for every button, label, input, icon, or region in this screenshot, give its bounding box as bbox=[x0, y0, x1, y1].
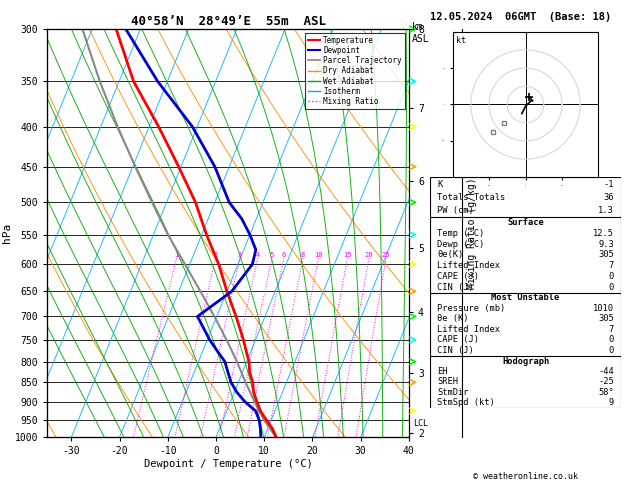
Text: Dewp (°C): Dewp (°C) bbox=[437, 240, 484, 249]
Text: km: km bbox=[412, 22, 424, 32]
Text: 9: 9 bbox=[608, 399, 614, 407]
Text: 305: 305 bbox=[598, 314, 614, 323]
Text: -25: -25 bbox=[598, 378, 614, 386]
Text: StmSpd (kt): StmSpd (kt) bbox=[437, 399, 495, 407]
Text: 10: 10 bbox=[314, 253, 323, 259]
Text: 0: 0 bbox=[608, 335, 614, 345]
Legend: Temperature, Dewpoint, Parcel Trajectory, Dry Adiabat, Wet Adiabat, Isotherm, Mi: Temperature, Dewpoint, Parcel Trajectory… bbox=[305, 33, 405, 109]
Text: 36: 36 bbox=[603, 193, 614, 202]
Text: CIN (J): CIN (J) bbox=[437, 346, 474, 355]
Text: 8: 8 bbox=[301, 253, 305, 259]
Text: 1.3: 1.3 bbox=[598, 206, 614, 215]
Text: kt: kt bbox=[456, 35, 466, 45]
Text: Lifted Index: Lifted Index bbox=[437, 325, 500, 334]
Text: 9.3: 9.3 bbox=[598, 240, 614, 249]
Text: -1: -1 bbox=[603, 179, 614, 189]
Text: -44: -44 bbox=[598, 367, 614, 376]
Text: © weatheronline.co.uk: © weatheronline.co.uk bbox=[473, 472, 577, 481]
Text: 7: 7 bbox=[608, 325, 614, 334]
Text: 58°: 58° bbox=[598, 388, 614, 397]
Text: θe(K): θe(K) bbox=[437, 250, 464, 260]
Text: 4: 4 bbox=[255, 253, 260, 259]
Text: CIN (J): CIN (J) bbox=[437, 283, 474, 292]
Y-axis label: Mixing Ratio (g/kg): Mixing Ratio (g/kg) bbox=[467, 177, 477, 289]
Text: 12.5: 12.5 bbox=[593, 229, 614, 238]
Text: LCL: LCL bbox=[413, 419, 428, 428]
Text: 12.05.2024  06GMT  (Base: 18): 12.05.2024 06GMT (Base: 18) bbox=[430, 12, 611, 22]
Text: 1010: 1010 bbox=[593, 304, 614, 313]
Text: Most Unstable: Most Unstable bbox=[491, 294, 560, 302]
Text: Lifted Index: Lifted Index bbox=[437, 261, 500, 270]
Text: CAPE (J): CAPE (J) bbox=[437, 335, 479, 345]
Text: Pressure (mb): Pressure (mb) bbox=[437, 304, 506, 313]
Text: PW (cm): PW (cm) bbox=[437, 206, 474, 215]
Text: 7: 7 bbox=[608, 261, 614, 270]
Text: 15: 15 bbox=[343, 253, 352, 259]
Text: θe (K): θe (K) bbox=[437, 314, 469, 323]
Text: Hodograph: Hodograph bbox=[502, 357, 549, 365]
Text: 20: 20 bbox=[365, 253, 373, 259]
Text: 2: 2 bbox=[213, 253, 218, 259]
Text: 25: 25 bbox=[382, 253, 391, 259]
Text: EH: EH bbox=[437, 367, 448, 376]
Text: 0: 0 bbox=[608, 346, 614, 355]
Text: 1: 1 bbox=[174, 253, 179, 259]
Text: Totals Totals: Totals Totals bbox=[437, 193, 506, 202]
Text: 5: 5 bbox=[270, 253, 274, 259]
Text: Surface: Surface bbox=[507, 218, 544, 227]
Text: 3: 3 bbox=[238, 253, 242, 259]
X-axis label: Dewpoint / Temperature (°C): Dewpoint / Temperature (°C) bbox=[143, 459, 313, 469]
Text: Temp (°C): Temp (°C) bbox=[437, 229, 484, 238]
Text: 0: 0 bbox=[608, 272, 614, 281]
Title: 40°58’N  28°49’E  55m  ASL: 40°58’N 28°49’E 55m ASL bbox=[130, 15, 326, 28]
Text: 305: 305 bbox=[598, 250, 614, 260]
Text: CAPE (J): CAPE (J) bbox=[437, 272, 479, 281]
Text: StmDir: StmDir bbox=[437, 388, 469, 397]
Text: K: K bbox=[437, 179, 443, 189]
Text: SREH: SREH bbox=[437, 378, 459, 386]
Y-axis label: hPa: hPa bbox=[2, 223, 12, 243]
Text: 6: 6 bbox=[282, 253, 286, 259]
Text: ASL: ASL bbox=[412, 34, 430, 44]
Text: 0: 0 bbox=[608, 283, 614, 292]
